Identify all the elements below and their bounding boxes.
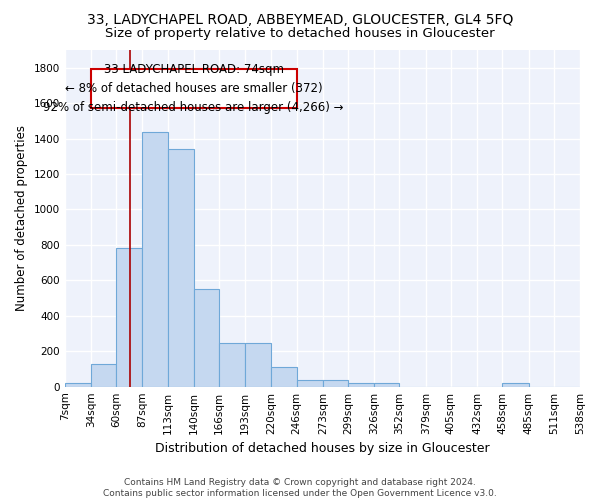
Text: 33, LADYCHAPEL ROAD, ABBEYMEAD, GLOUCESTER, GL4 5FQ: 33, LADYCHAPEL ROAD, ABBEYMEAD, GLOUCEST…: [87, 12, 513, 26]
Bar: [194, 289, 219, 386]
Text: Size of property relative to detached houses in Gloucester: Size of property relative to detached ho…: [105, 28, 495, 40]
Bar: [296, 380, 323, 386]
Bar: [142, 132, 167, 386]
Bar: [323, 380, 348, 386]
Bar: [91, 70, 296, 108]
Bar: [374, 383, 400, 386]
Bar: [91, 364, 116, 386]
Text: 33 LADYCHAPEL ROAD: 74sqm
← 8% of detached houses are smaller (372)
92% of semi-: 33 LADYCHAPEL ROAD: 74sqm ← 8% of detach…: [43, 64, 344, 114]
Bar: [502, 383, 529, 386]
Text: Contains HM Land Registry data © Crown copyright and database right 2024.
Contai: Contains HM Land Registry data © Crown c…: [103, 478, 497, 498]
Bar: [116, 248, 142, 386]
Bar: [167, 149, 194, 386]
Bar: [245, 344, 271, 386]
X-axis label: Distribution of detached houses by size in Gloucester: Distribution of detached houses by size …: [155, 442, 490, 455]
Bar: [219, 344, 245, 386]
Y-axis label: Number of detached properties: Number of detached properties: [15, 126, 28, 312]
Bar: [271, 367, 296, 386]
Bar: [348, 383, 374, 386]
Bar: [65, 383, 91, 386]
